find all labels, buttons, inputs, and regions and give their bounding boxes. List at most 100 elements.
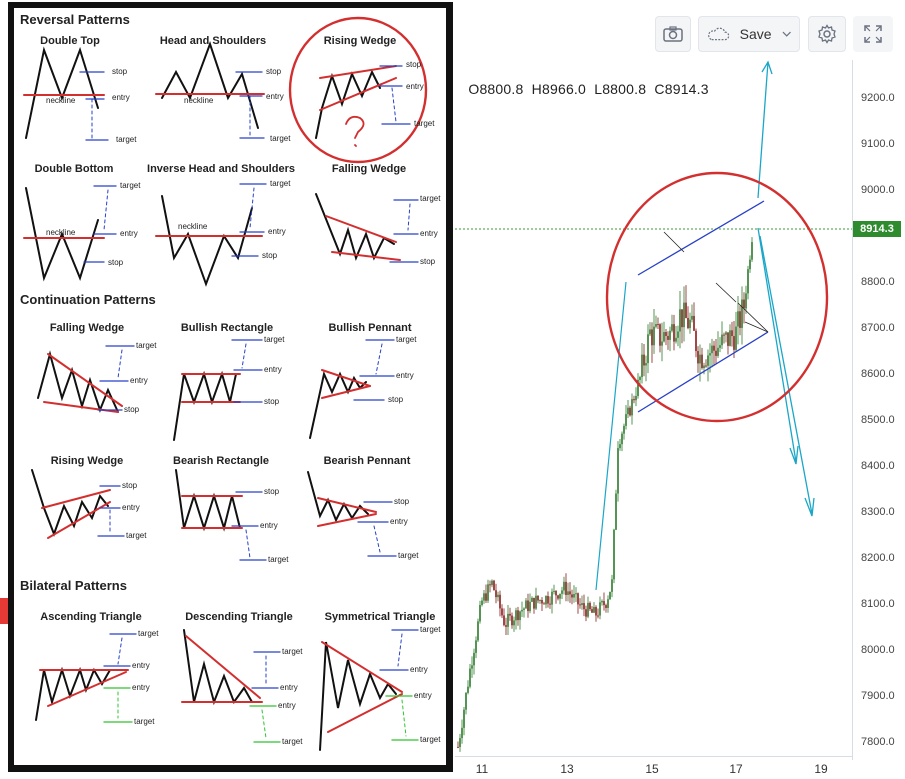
candles-group: [457, 237, 753, 752]
candle-body: [667, 335, 669, 340]
candle-body: [695, 330, 697, 352]
candle-body: [457, 746, 459, 748]
screenshot-button[interactable]: [655, 16, 691, 52]
pattern-title: Bullish Rectangle: [180, 322, 274, 334]
candle-body: [517, 610, 519, 621]
candle-body: [587, 602, 589, 617]
candle-body: [577, 593, 579, 605]
ohlc-low: L8800.8: [594, 81, 647, 97]
bearish-pennant-diagram: [307, 471, 397, 557]
candle-body: [713, 345, 715, 351]
candle-body: [747, 269, 749, 294]
candle-body: [507, 613, 509, 627]
label-target: target: [282, 737, 303, 746]
candle-body: [673, 324, 675, 342]
label-entry: entry: [420, 229, 438, 238]
candle-body: [699, 354, 701, 364]
current-price-tag: 8914.3: [853, 221, 901, 237]
candle-body: [581, 603, 583, 606]
candle-body: [749, 259, 751, 270]
trend-mark: [737, 302, 769, 333]
candle-body: [471, 665, 473, 669]
wedge-highlight-circle: [288, 16, 428, 164]
candle-body: [701, 354, 703, 369]
label-entry: entry: [260, 521, 278, 530]
candle-body: [475, 640, 477, 653]
settings-button[interactable]: [808, 16, 846, 52]
candle-body: [653, 326, 655, 346]
candle-body: [595, 607, 597, 616]
candle-body: [565, 581, 567, 595]
price-label: 7900.0: [861, 690, 895, 702]
candle-body: [649, 329, 651, 335]
fullscreen-button[interactable]: [853, 16, 893, 52]
candle-body: [591, 609, 593, 613]
label-target: target: [282, 647, 303, 656]
candle-body: [611, 579, 613, 592]
candle-body: [711, 345, 713, 354]
pattern-title: Bullish Pennant: [328, 322, 412, 334]
candle-body: [545, 596, 547, 605]
label-target: target: [270, 134, 291, 143]
candle-body: [479, 604, 481, 622]
inverse-hs-diagram: [155, 183, 267, 287]
price-label: 8400.0: [861, 460, 895, 472]
candle-body: [607, 599, 609, 608]
price-label: 8800.0: [861, 276, 895, 288]
pattern-diagrams: [23, 16, 428, 751]
candle-body: [709, 353, 711, 356]
ohlc-legend: O8800.8 H8966.0 L8800.8 C8914.3: [452, 65, 709, 113]
double-top-diagram: [23, 46, 109, 141]
candle-body: [719, 345, 721, 348]
candle-body: [535, 595, 537, 609]
candle-body: [647, 334, 649, 364]
price-label: 8700.0: [861, 322, 895, 334]
candle-body: [505, 625, 507, 627]
pattern-title: Double Bottom: [34, 163, 114, 175]
candle-body: [731, 330, 733, 337]
label-entry: entry: [280, 683, 298, 692]
candle-body: [727, 332, 729, 346]
candle-body: [557, 595, 559, 599]
candle-body: [499, 594, 501, 609]
label-target: target: [420, 625, 441, 634]
side-tab[interactable]: [0, 598, 8, 624]
candle-body: [543, 603, 545, 605]
cheat-sheet-inner: Reversal Patterns Continuation Patterns …: [14, 8, 446, 765]
price-label: 8100.0: [861, 598, 895, 610]
candle-body: [519, 611, 521, 621]
candle-body: [531, 597, 533, 602]
label-stop: stop: [406, 60, 422, 69]
candle-body: [511, 615, 513, 626]
candle-body: [641, 354, 643, 378]
candle-body: [503, 615, 505, 626]
candle-body: [483, 593, 485, 601]
cloud-icon: [708, 27, 730, 41]
candle-body: [573, 594, 575, 598]
candle-body: [739, 311, 741, 328]
candle-body: [729, 330, 731, 346]
candle-body: [583, 603, 585, 610]
label-neckline: neckline: [46, 228, 76, 237]
chevron-down-icon[interactable]: [782, 31, 791, 37]
candle-body: [721, 334, 723, 346]
candle-body: [697, 351, 699, 364]
candle-body: [733, 336, 735, 350]
label-target: target: [116, 135, 137, 144]
candle-body: [589, 602, 591, 610]
candle-body: [661, 341, 663, 346]
section-title: Bilateral Patterns: [20, 578, 127, 593]
save-button[interactable]: Save: [698, 16, 800, 52]
candle-body: [621, 433, 623, 445]
head-shoulders-diagram: [155, 40, 265, 139]
fullscreen-icon: [864, 25, 882, 43]
falling-wedge-cont-diagram: [37, 345, 135, 413]
candle-body: [663, 332, 665, 342]
candle-body: [655, 324, 657, 327]
price-axis[interactable]: 9200.0 9100.0 9000.0 8914.3 8800.0 8700.…: [852, 60, 905, 760]
label-entry: entry: [130, 376, 148, 385]
candle-body: [707, 355, 709, 366]
candle-body: [493, 580, 495, 591]
label-entry: entry: [390, 517, 408, 526]
